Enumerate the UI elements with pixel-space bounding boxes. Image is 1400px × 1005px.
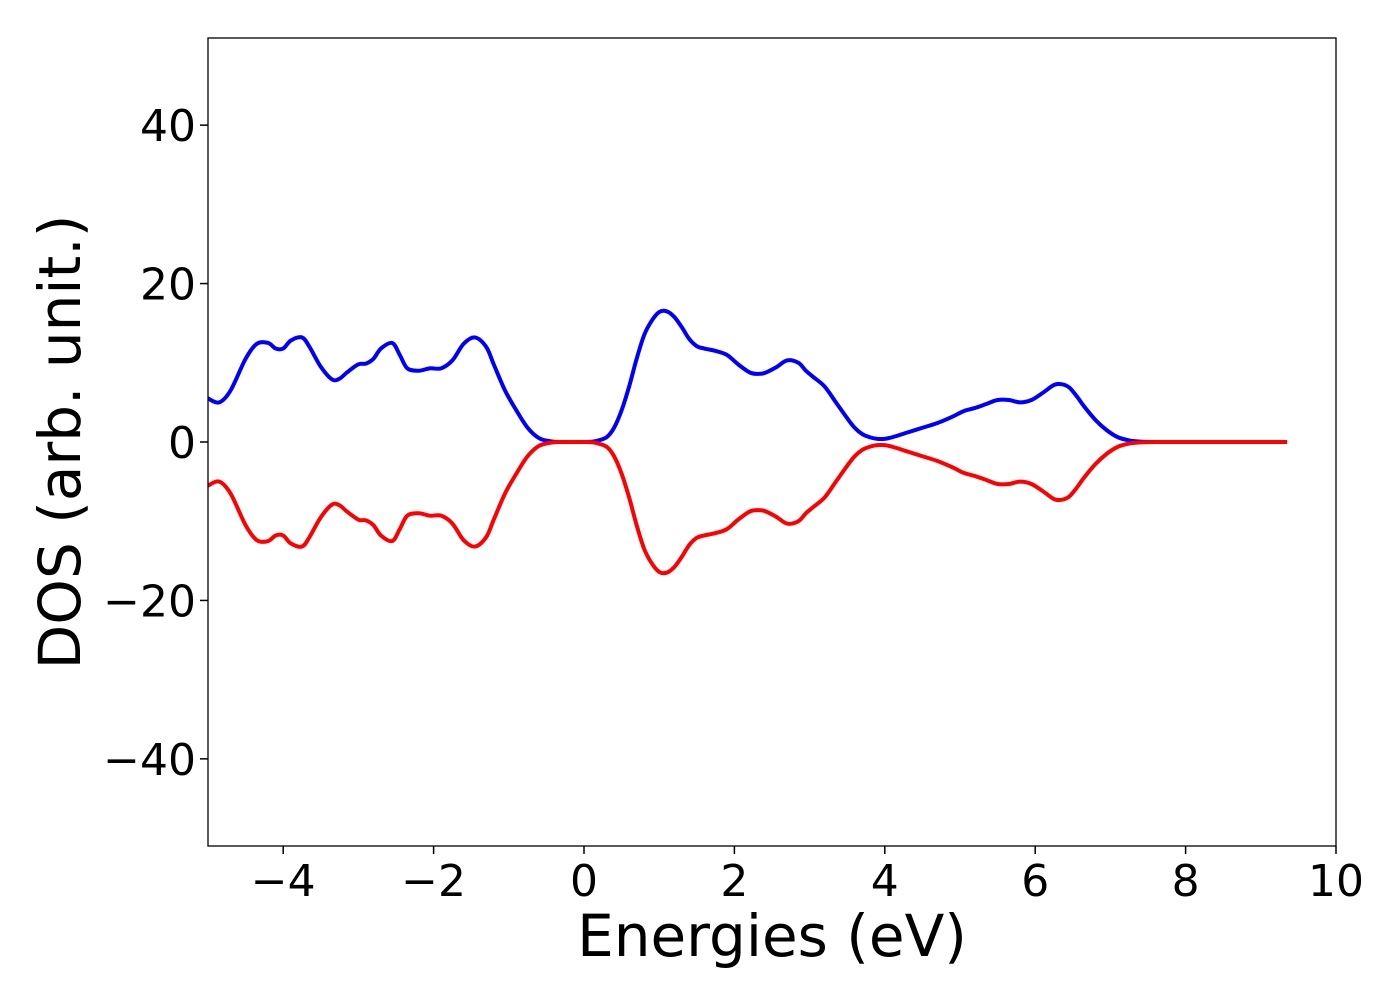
x-tick-label: −4 — [251, 856, 316, 907]
x-tick-label: 8 — [1172, 856, 1200, 907]
series-line-2 — [207, 439, 1288, 576]
x-tick-label: −2 — [401, 856, 466, 907]
x-tick-label: 2 — [720, 856, 748, 907]
series-line-1 — [207, 308, 1288, 445]
y-tick-label: −20 — [103, 576, 196, 627]
x-tick-label: 10 — [1308, 856, 1364, 907]
series-layer — [207, 308, 1288, 576]
x-axis-label: Energies (eV) — [577, 902, 967, 970]
y-tick-label: −40 — [103, 735, 196, 786]
x-tick-label: 6 — [1021, 856, 1049, 907]
y-tick-label: 0 — [168, 418, 196, 469]
y-tick-label: 20 — [140, 260, 196, 311]
x-tick-label: 0 — [570, 856, 598, 907]
y-axis-label: DOS (arb. unit.) — [26, 215, 94, 670]
x-tick-label: 4 — [871, 856, 899, 907]
y-tick-label: 40 — [140, 101, 196, 152]
